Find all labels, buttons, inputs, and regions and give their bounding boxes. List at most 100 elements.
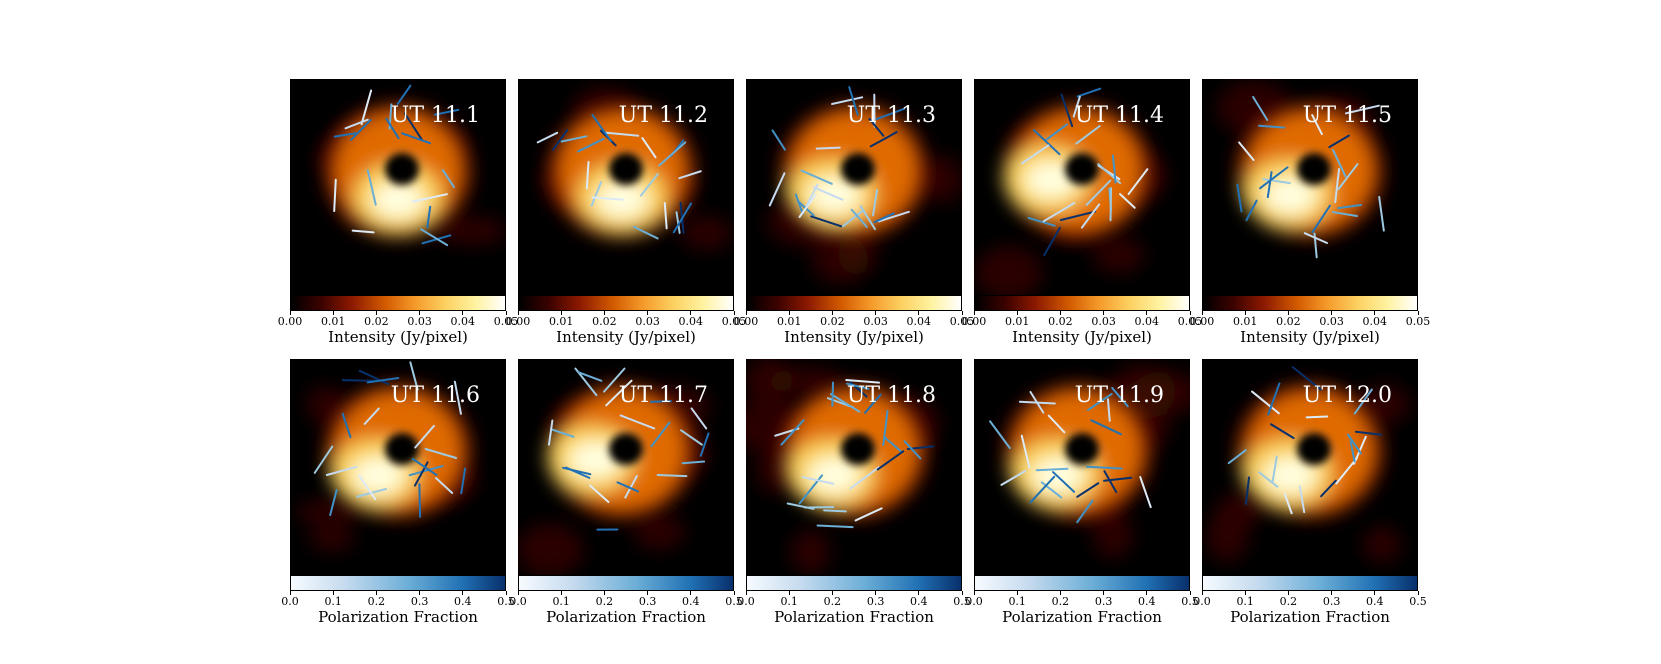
colorbar-label: Intensity (Jy/pixel) <box>556 328 696 346</box>
polarization-tick <box>816 524 854 529</box>
colorbar-label: Intensity (Jy/pixel) <box>1012 328 1152 346</box>
colorbar-tick-label: 0.04 <box>678 315 704 328</box>
ring-image <box>317 84 506 247</box>
colorbar-tick <box>560 591 562 595</box>
polarization-tick <box>1303 232 1329 244</box>
polarization-tick <box>681 460 706 465</box>
colorbar-tick <box>332 591 334 595</box>
colorbar-tick-label: 0.2 <box>367 595 386 608</box>
polarization-tick <box>649 400 672 403</box>
colorbar-label: Polarization Fraction <box>1230 608 1390 626</box>
polarization-tick <box>848 86 859 116</box>
polarization-tick <box>845 379 881 384</box>
colorbar-tick-label: 0.1 <box>1008 595 1026 608</box>
colorbar-tick-label: 0.1 <box>324 595 342 608</box>
polarization-tick <box>414 424 435 449</box>
colorbar-label: Intensity (Jy/pixel) <box>328 328 468 346</box>
colorbar-tick <box>745 311 747 315</box>
polarization-tick <box>433 108 460 116</box>
ring-image <box>296 361 478 552</box>
polarization-tick <box>656 473 688 478</box>
polarization-colorbar <box>746 575 962 591</box>
colorbar-tick-label: 0.02 <box>1048 315 1073 328</box>
colorbar-tick <box>690 591 692 595</box>
polarization-tick <box>1076 482 1100 498</box>
polarization-tick <box>1291 366 1322 391</box>
polarization-ticks <box>333 84 460 247</box>
polarization-tick <box>1259 166 1289 190</box>
polarization-tick <box>1251 390 1280 415</box>
polarization-tick <box>435 477 454 494</box>
colorbar-tick <box>1201 311 1203 315</box>
polarization-tick <box>1029 475 1056 504</box>
image-panel: UT 11.4 <box>974 79 1190 295</box>
colorbar-tick <box>560 311 562 315</box>
polarization-tick <box>424 448 458 460</box>
polarization-tick <box>603 367 626 393</box>
colorbar-tick <box>1417 591 1419 595</box>
image-panel: UT 11.7 <box>518 359 734 575</box>
panel-time-label: UT 11.4 <box>1074 103 1164 128</box>
colorbar-tick-label: 0.05 <box>1405 315 1431 328</box>
polarization-colorbar <box>974 575 1190 591</box>
colorbar-tick-label: 0.3 <box>1322 595 1341 608</box>
polarization-tick <box>872 188 879 217</box>
colorbar-tick <box>505 591 507 595</box>
polarization-tick <box>1090 419 1122 436</box>
colorbar-tick-label: 0.05 <box>949 315 975 328</box>
image-panel: UT 11.1 <box>290 79 506 295</box>
colorbar-tick <box>875 591 877 595</box>
colorbar-tick <box>505 311 507 315</box>
polarization-tick <box>385 117 400 140</box>
colorbar-tick <box>973 311 975 315</box>
polarization-tick <box>1347 433 1362 455</box>
polarization-tick <box>577 371 603 382</box>
polarization-tick <box>1000 470 1027 486</box>
colorbar-tick-label: 0.4 <box>454 595 472 608</box>
colorbar-tick <box>831 311 833 315</box>
polarization-tick <box>869 131 898 148</box>
colorbar-tick <box>918 591 920 595</box>
intensity-colorbar <box>746 295 962 311</box>
polarization-tick <box>366 169 377 206</box>
polarization-tick <box>876 450 905 471</box>
polarization-tick <box>313 445 334 474</box>
polarization-ticks <box>774 379 935 529</box>
colorbar-tick <box>961 311 963 315</box>
colorbar-tick <box>603 311 605 315</box>
ring-image <box>767 86 962 285</box>
polarization-tick <box>396 84 412 105</box>
polarization-tick <box>1269 423 1295 439</box>
colorbar-tick <box>1103 591 1105 595</box>
colorbar-tick <box>1146 311 1148 315</box>
polarization-tick <box>1076 499 1094 524</box>
colorbar-tick-label: 0.3 <box>866 595 885 608</box>
polarization-tick <box>1103 476 1133 482</box>
colorbar-tick <box>1374 591 1376 595</box>
colorbar-tick-label: 0.03 <box>1319 315 1344 328</box>
polarization-tick <box>831 96 864 106</box>
colorbar-tick <box>1016 591 1018 595</box>
polarization-colorbar <box>290 575 506 591</box>
polarization-ticks <box>989 386 1152 524</box>
polarization-tick <box>841 209 864 228</box>
colorbar-tick-label: 0.03 <box>635 315 660 328</box>
colorbar-tick <box>961 591 963 595</box>
polarization-tick <box>1111 154 1117 184</box>
polarization-tick <box>1335 456 1359 485</box>
colorbar-tick-label: 0.3 <box>410 595 429 608</box>
colorbar-label: Intensity (Jy/pixel) <box>784 328 924 346</box>
polarization-tick <box>903 440 922 460</box>
colorbar-tick-label: 0.1 <box>1236 595 1254 608</box>
colorbar-tick <box>875 311 877 315</box>
colorbar-tick <box>1331 591 1333 595</box>
polarization-tick <box>401 132 432 145</box>
colorbar-tick <box>1059 311 1061 315</box>
ring-image <box>518 367 711 575</box>
polarization-tick <box>639 173 659 197</box>
colorbar-label: Intensity (Jy/pixel) <box>1240 328 1380 346</box>
polarization-tick <box>1072 95 1081 118</box>
panel-time-label: UT 11.5 <box>1302 103 1392 128</box>
polarization-tick <box>831 381 835 407</box>
intensity-colorbar <box>1202 295 1418 311</box>
